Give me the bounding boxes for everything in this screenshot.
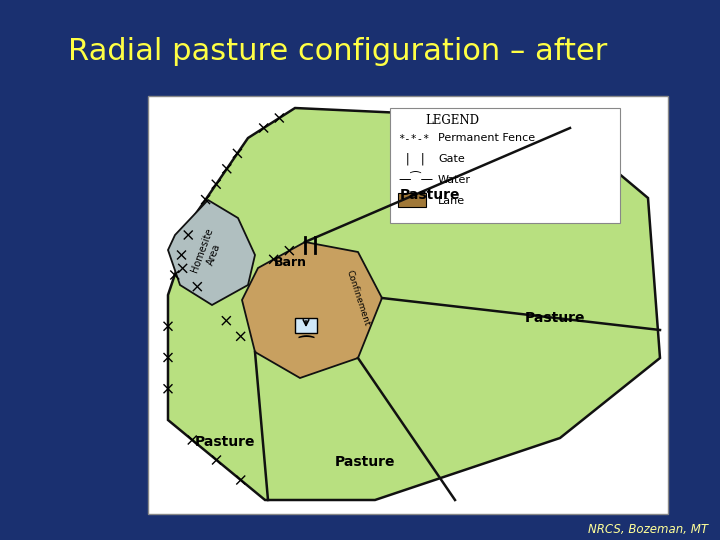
Bar: [295, 318, 317, 333]
Text: Pasture: Pasture: [400, 188, 460, 202]
Polygon shape: [242, 242, 382, 378]
Text: Confinement: Confinement: [345, 269, 372, 327]
Polygon shape: [168, 200, 255, 305]
Text: —⁀—: —⁀—: [398, 173, 433, 186]
Text: ⁀: ⁀: [299, 339, 313, 357]
Text: NRCS, Bozeman, MT: NRCS, Bozeman, MT: [588, 523, 708, 537]
Text: Water: Water: [438, 175, 471, 185]
Text: Gate: Gate: [438, 154, 464, 164]
Text: Homesite
Area: Homesite Area: [190, 226, 226, 278]
Text: LEGEND: LEGEND: [425, 114, 479, 127]
Text: | |: | |: [404, 152, 426, 165]
Bar: [148, 96, 668, 514]
Text: Radial pasture configuration – after: Radial pasture configuration – after: [68, 37, 608, 66]
Bar: [390, 108, 620, 223]
Text: Lane: Lane: [438, 196, 465, 206]
Bar: [398, 193, 426, 207]
Text: Pasture: Pasture: [335, 455, 395, 469]
Text: Barn: Barn: [274, 255, 307, 268]
Polygon shape: [168, 108, 660, 500]
Text: Pasture: Pasture: [194, 435, 256, 449]
Text: Pasture: Pasture: [525, 311, 585, 325]
Text: *-*-*: *-*-*: [398, 133, 429, 143]
Text: Permanent Fence: Permanent Fence: [438, 133, 535, 143]
